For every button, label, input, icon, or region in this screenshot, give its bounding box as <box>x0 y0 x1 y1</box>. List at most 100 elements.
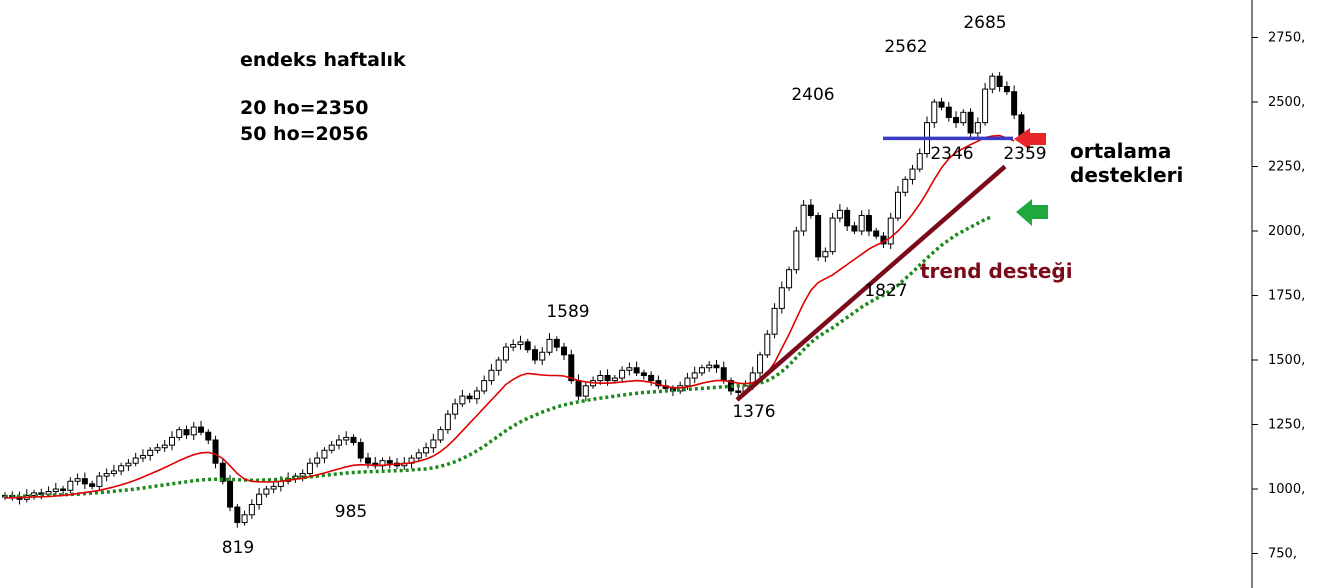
candle-body <box>582 385 589 397</box>
y-tick-label: 1500, <box>1268 353 1305 368</box>
candle-body <box>706 364 713 369</box>
candle-body <box>444 413 451 431</box>
candle-body <box>960 111 967 124</box>
candle-body <box>125 462 132 467</box>
value-annotation: 1376 <box>732 402 775 422</box>
candle-body <box>81 478 88 485</box>
candle-body <box>713 364 720 369</box>
candle-body <box>720 367 727 382</box>
candle-body <box>931 101 938 124</box>
candle-body <box>74 478 81 482</box>
candle-body <box>844 209 851 227</box>
candle-body <box>771 307 778 335</box>
candle-body <box>132 457 139 464</box>
candle-body <box>894 191 901 219</box>
candle-body <box>626 367 633 371</box>
value-annotations: 819 985 1589 1376 2406 1827 2562 2685 2346 2359 <box>222 13 1047 558</box>
candle-body <box>328 444 335 451</box>
candle-body <box>698 367 705 374</box>
candle-body <box>887 217 894 245</box>
candle-body <box>256 493 263 505</box>
candle-body <box>52 488 59 493</box>
ma50-line <box>4 214 994 499</box>
candle-body <box>619 369 626 379</box>
candle-body <box>989 75 996 90</box>
value-annotation: 2685 <box>963 13 1006 33</box>
candle-body <box>183 429 190 436</box>
trend-support-label: trend desteği <box>920 259 1073 283</box>
y-tick-label: 1000, <box>1268 482 1305 497</box>
candle-body <box>633 367 640 374</box>
candle-body <box>103 473 110 477</box>
candle-body <box>452 403 459 415</box>
candle-body <box>648 374 655 382</box>
value-annotation: 1827 <box>864 281 907 301</box>
trend-support-line <box>735 164 1007 402</box>
value-annotation: 2359 <box>1003 144 1046 164</box>
candle-body <box>430 439 437 449</box>
candle-body <box>597 374 604 382</box>
candle-body <box>234 506 241 524</box>
candle-body <box>793 230 800 271</box>
candle-body <box>982 88 989 124</box>
candle-body <box>219 462 226 482</box>
candle-body <box>350 436 357 444</box>
candle-body <box>945 106 952 118</box>
candle-body <box>67 480 74 491</box>
candle-body <box>764 333 771 356</box>
value-annotation: 2562 <box>884 37 927 57</box>
candle-body <box>851 225 858 232</box>
green-arrow-icon <box>1016 199 1048 226</box>
candle-body <box>110 470 117 475</box>
candle-body <box>212 439 219 464</box>
y-tick-label: 1750, <box>1268 289 1305 304</box>
candle-body <box>873 230 880 237</box>
candle-body <box>757 354 764 374</box>
candle-body <box>306 462 313 475</box>
candle-body <box>953 116 960 124</box>
candle-body <box>466 395 473 400</box>
y-tick-label: 2000, <box>1268 224 1305 239</box>
candle-body <box>96 475 103 487</box>
candle-body <box>531 349 538 361</box>
y-tick-label: 2250, <box>1268 160 1305 175</box>
candle-body <box>365 457 371 464</box>
candle-body <box>89 483 96 487</box>
candle-body <box>335 439 342 446</box>
candle-body <box>60 488 67 491</box>
candle-body <box>299 473 306 477</box>
candle-body <box>176 429 183 438</box>
candle-body <box>1011 91 1018 116</box>
candle-body <box>807 204 814 217</box>
candle-body <box>198 426 205 433</box>
chart-title: endeks haftalık <box>240 49 406 71</box>
candle-body <box>510 344 517 348</box>
value-annotation: 2406 <box>791 85 834 105</box>
candle-body <box>139 454 146 459</box>
candle-body <box>241 514 248 524</box>
candle-body <box>996 75 1003 88</box>
value-annotation: 2346 <box>930 144 973 164</box>
candle-body <box>735 390 742 393</box>
candle-body <box>190 426 197 436</box>
candle-body <box>248 503 255 516</box>
candle-body <box>815 215 822 258</box>
candle-body <box>517 341 524 346</box>
candle-body <box>459 395 466 405</box>
candle-body <box>415 452 422 459</box>
candle-body <box>691 372 698 379</box>
candle-body <box>786 269 793 289</box>
candle-body <box>575 380 582 397</box>
red-arrow-icon <box>1014 128 1046 150</box>
candle-body <box>822 251 829 258</box>
candle-body <box>524 341 531 351</box>
candle-body <box>553 338 560 348</box>
candle-body <box>916 153 923 170</box>
y-axis: 750, 1000, 1250, 1500, 1750, 2000, 2250, 2500, 2… <box>1252 31 1305 562</box>
value-annotation: 819 <box>222 538 254 558</box>
candle-body <box>858 215 865 232</box>
candle-body <box>604 374 611 382</box>
candle-body <box>902 178 909 193</box>
candle-body <box>865 215 872 232</box>
